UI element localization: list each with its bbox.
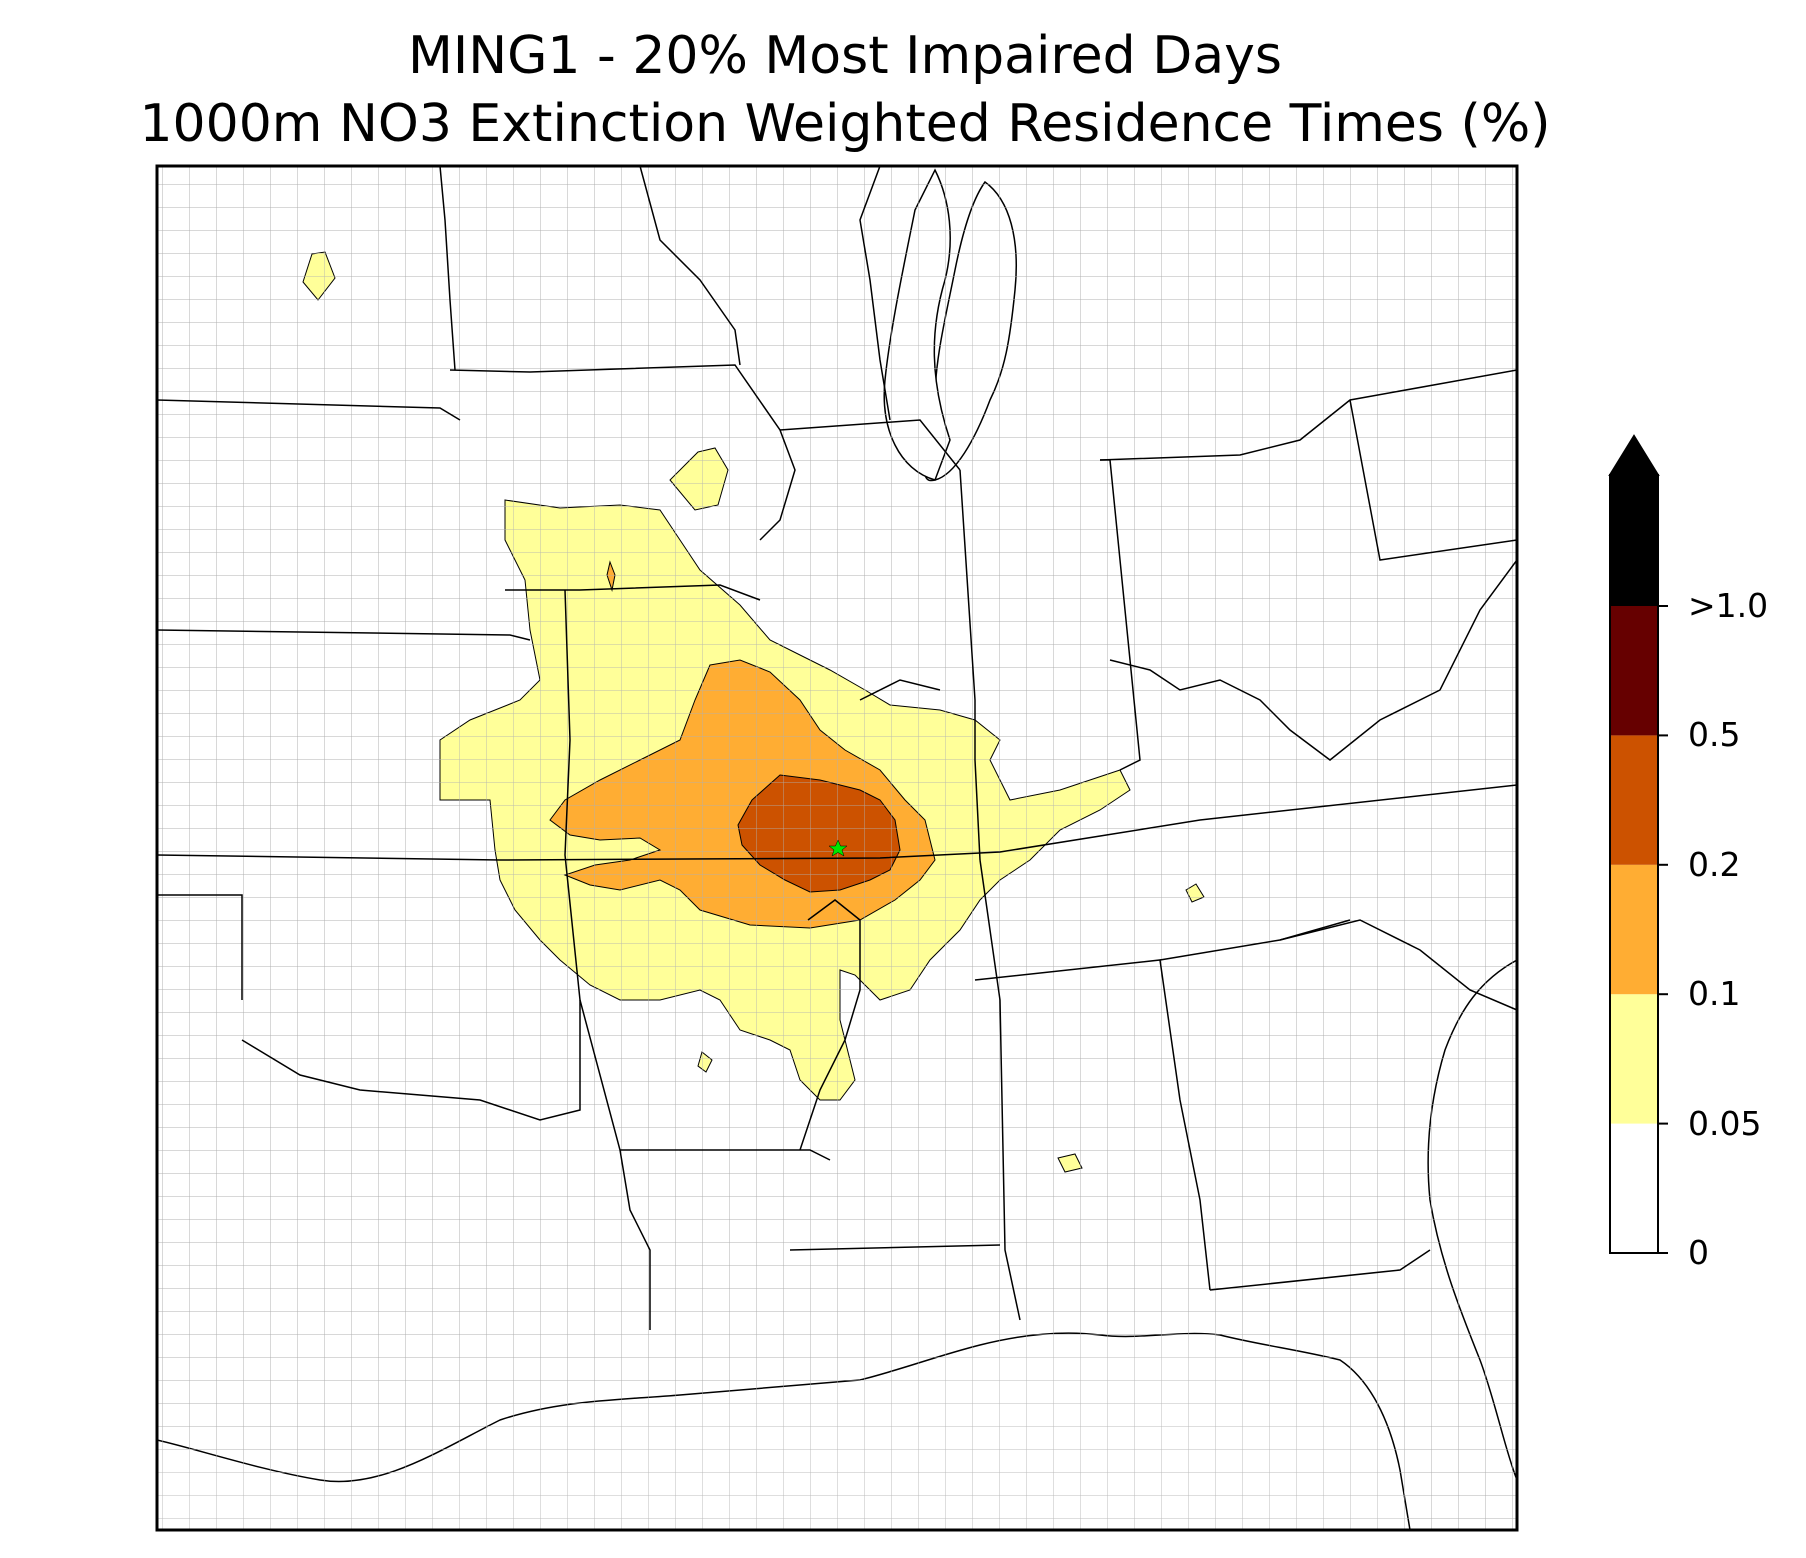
colorbar-bin xyxy=(1610,994,1658,1124)
colorbar xyxy=(1608,434,1668,1254)
colorbar-tick-label: 0.2 xyxy=(1688,844,1741,884)
colorbar-bin xyxy=(1610,864,1658,995)
chart-title-line1: MING1 - 20% Most Impaired Days xyxy=(408,26,1282,86)
state-boundaries xyxy=(157,166,1517,1330)
chart-title-line2: 1000m NO3 Extinction Weighted Residence … xyxy=(139,94,1551,154)
colorbar-tick-label: >1.0 xyxy=(1688,586,1769,625)
colorbar-tick-label: 0.5 xyxy=(1688,715,1741,755)
colorbar-bin xyxy=(1610,475,1658,606)
colorbar-tick-label: 0.05 xyxy=(1688,1103,1762,1143)
colorbar-tick-label: 0.1 xyxy=(1688,974,1741,1014)
site-marker-star xyxy=(828,839,848,857)
colorbar-extend-arrow xyxy=(1608,434,1660,476)
colorbar-tick-label: 0 xyxy=(1688,1233,1709,1272)
colorbar-bin xyxy=(1610,1123,1658,1253)
colorbar-bin xyxy=(1610,735,1658,865)
colorbar-bin xyxy=(1610,606,1658,736)
map-frame xyxy=(155,164,1519,1532)
